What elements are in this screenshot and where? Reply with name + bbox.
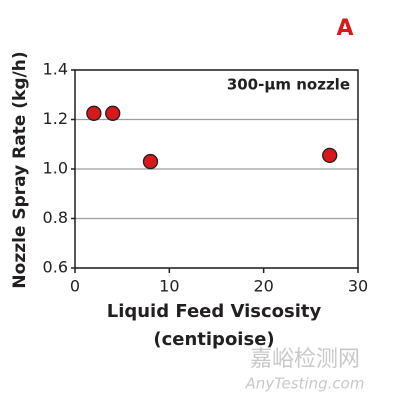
x-tick-label: 10 [159, 277, 179, 296]
x-axis-label: (centipoise) [153, 329, 274, 350]
point [322, 147, 338, 164]
x-axis-label: Liquid Feed Viscosity [107, 301, 322, 322]
x-tick-label: 30 [348, 277, 368, 296]
y-tick-label: 0.8 [43, 208, 68, 227]
panel-label: A [336, 16, 353, 41]
annotation: 300-µm nozzle [227, 76, 350, 94]
watermark: 嘉峪检测网 [250, 347, 360, 372]
watermark: AnyTesting.com [245, 375, 365, 393]
y-tick-label: 0.6 [43, 258, 68, 277]
x-tick-label: 0 [70, 277, 80, 296]
y-tick-label: 1.4 [43, 60, 68, 79]
point [105, 105, 121, 121]
plot-frame [74, 69, 359, 269]
y-axis-label: Nozzle Spray Rate (kg/h) [10, 51, 30, 288]
y-tick-label: 1.0 [43, 159, 68, 178]
point [86, 105, 102, 121]
y-tick-label: 1.2 [43, 109, 68, 128]
point [142, 153, 159, 170]
x-tick-label: 20 [253, 277, 273, 296]
